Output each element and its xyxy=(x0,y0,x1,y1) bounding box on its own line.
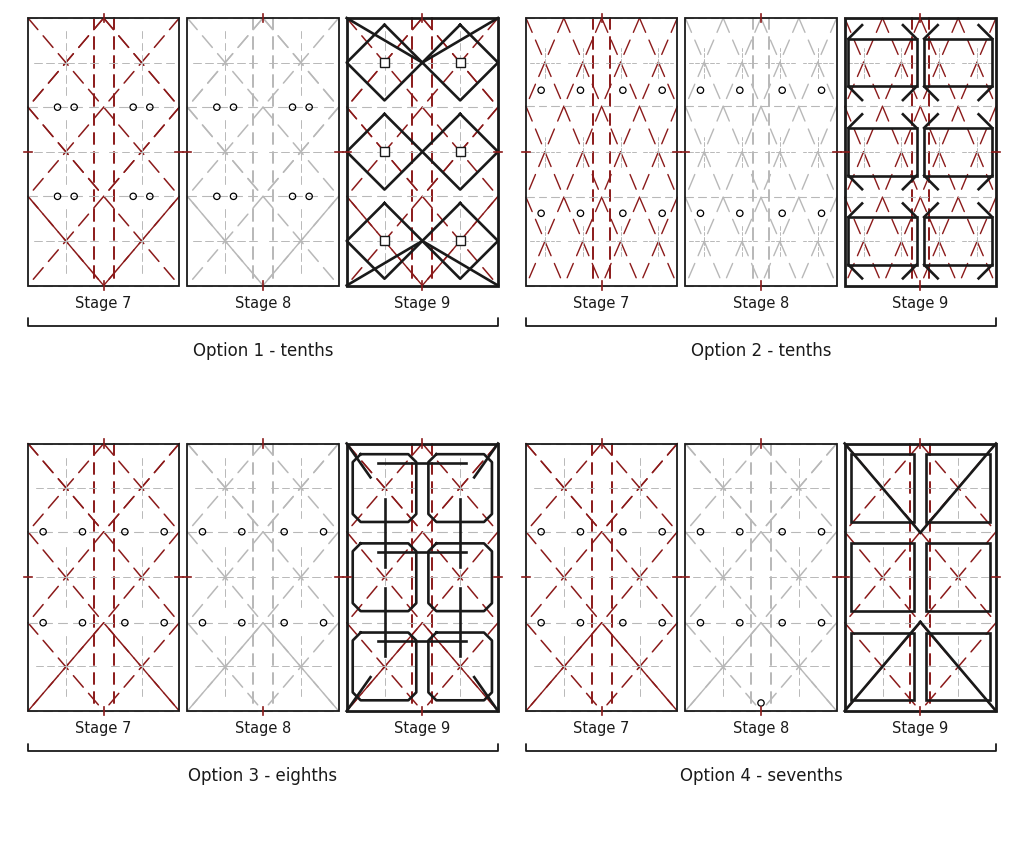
Text: Stage 7: Stage 7 xyxy=(573,721,630,736)
Bar xyxy=(851,632,914,701)
Bar xyxy=(187,18,339,285)
Text: Stage 8: Stage 8 xyxy=(234,721,291,736)
Bar xyxy=(851,454,914,522)
Text: Option 2 - tenths: Option 2 - tenths xyxy=(691,342,831,360)
Bar xyxy=(380,147,389,156)
Text: Stage 9: Stage 9 xyxy=(892,295,948,311)
Bar xyxy=(849,217,916,265)
Bar xyxy=(851,544,914,611)
Text: Option 1 - tenths: Option 1 - tenths xyxy=(193,342,333,360)
Bar xyxy=(187,443,339,711)
Text: Stage 9: Stage 9 xyxy=(394,295,451,311)
Bar xyxy=(924,128,992,176)
Bar xyxy=(526,443,677,711)
Text: Option 3 - eighths: Option 3 - eighths xyxy=(188,767,338,786)
Bar xyxy=(28,18,179,285)
Bar xyxy=(380,58,389,68)
Bar xyxy=(927,632,990,701)
Bar xyxy=(849,128,916,176)
Text: Stage 8: Stage 8 xyxy=(733,295,790,311)
Bar xyxy=(526,18,677,285)
Bar xyxy=(685,18,837,285)
Text: Option 4 - sevenths: Option 4 - sevenths xyxy=(680,767,843,786)
Text: Stage 9: Stage 9 xyxy=(394,721,451,736)
Bar xyxy=(347,443,498,711)
Bar xyxy=(28,443,179,711)
Bar xyxy=(456,236,465,246)
Bar xyxy=(347,18,498,285)
Bar xyxy=(380,236,389,246)
Bar xyxy=(849,39,916,86)
Bar xyxy=(456,147,465,156)
Text: Stage 7: Stage 7 xyxy=(76,721,132,736)
Bar xyxy=(456,58,465,68)
Text: Stage 7: Stage 7 xyxy=(573,295,630,311)
Text: Stage 9: Stage 9 xyxy=(892,721,948,736)
Bar xyxy=(927,454,990,522)
Text: Stage 8: Stage 8 xyxy=(733,721,790,736)
Bar xyxy=(924,39,992,86)
Bar xyxy=(845,18,996,285)
Bar xyxy=(927,544,990,611)
Text: Stage 8: Stage 8 xyxy=(234,295,291,311)
Bar xyxy=(845,443,996,711)
Text: Stage 7: Stage 7 xyxy=(76,295,132,311)
Bar xyxy=(924,217,992,265)
Bar xyxy=(685,443,837,711)
